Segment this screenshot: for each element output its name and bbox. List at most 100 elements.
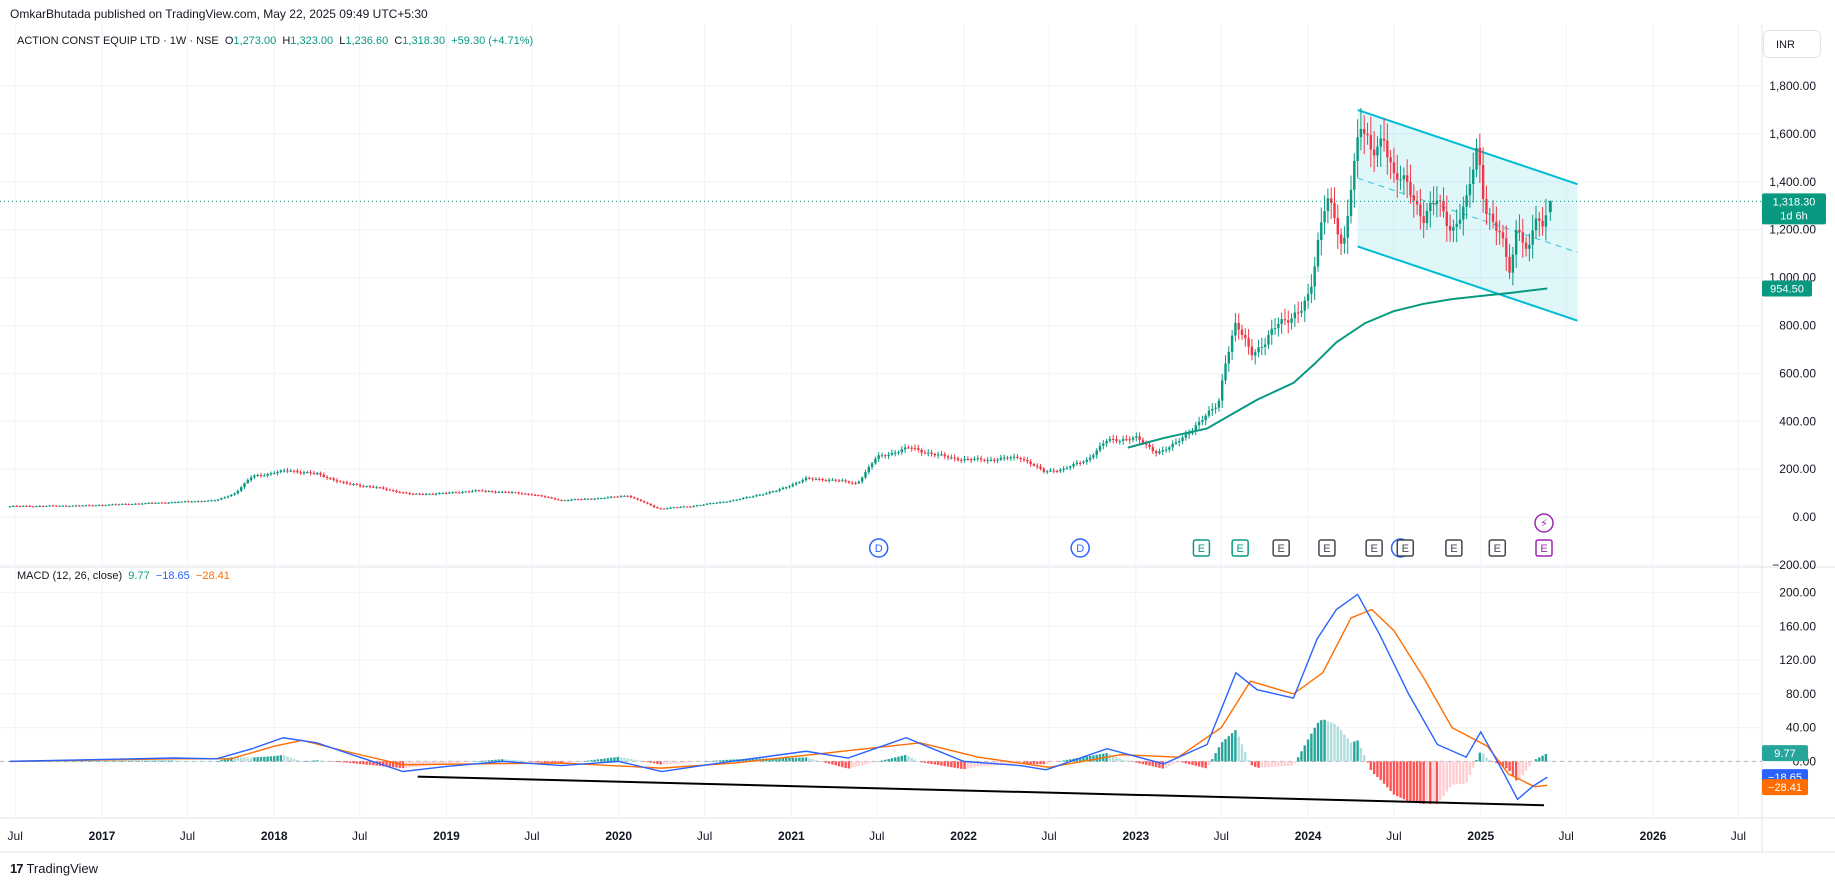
macd-histogram-bar [101,760,104,762]
candle-body [243,483,246,488]
candle-body [897,452,900,454]
candle-body [933,453,937,456]
earnings-icon [1365,539,1383,557]
macd-histogram-bar [1290,761,1293,766]
candle-body [22,505,25,507]
candle-body [467,491,471,493]
macd-histogram-bar [368,761,372,765]
macd-histogram-bar [662,761,666,765]
macd-histogram-bar [144,760,147,762]
macd-histogram-bar [1006,761,1009,765]
candle-body [1045,471,1049,473]
macd-histogram-bar [1465,761,1468,783]
candle-body [276,472,279,474]
macd-histogram-bar [1118,758,1122,762]
price-axis-label: 1,400.00 [1769,175,1816,189]
candle-body [484,491,487,493]
macd-histogram-bar [1211,759,1214,762]
candle-body [844,480,847,482]
candle-body [124,503,127,505]
time-axis-label: 2024 [1295,829,1322,843]
macd-histogram-bar [1277,761,1280,767]
macd-histogram-bar [1055,761,1059,762]
macd-histogram-bar [1386,761,1389,788]
macd-histogram-bar [467,761,471,762]
macd-histogram-bar [263,756,266,762]
candle-body [874,458,877,464]
macd-histogram-bar [751,758,755,762]
macd-legend[interactable]: MACD (12, 26, close) 9.77 −18.65 −28.41 [17,570,230,582]
macd-signal-badge [1762,779,1808,796]
candle-body [494,491,497,493]
candle-body [890,452,894,455]
candle-body [1472,169,1475,185]
macd-histogram-bar [1409,761,1412,802]
candle-body [1429,203,1432,212]
candle-body [1263,344,1267,347]
macd-histogram-bar [332,761,335,762]
candle-body [405,492,408,494]
macd-histogram-bar [223,759,226,762]
macd-histogram-bar [1287,761,1290,766]
macd-histogram-bar [296,759,299,762]
macd-histogram-bar [240,757,243,762]
candle-body [662,508,666,510]
macd-histogram-bar [193,760,197,762]
candle-body [1514,229,1518,255]
macd-histogram-bar [1316,722,1320,762]
candle-body [940,454,943,456]
candle-body [91,505,94,507]
currency-selector[interactable]: INR [1763,30,1821,58]
candle-body [609,496,613,498]
macd-histogram-bar [785,757,788,762]
macd-histogram-bar [8,761,12,762]
candle-body [167,502,170,504]
macd-histogram-bar [335,761,339,762]
macd-histogram-bar [1452,761,1455,785]
candle-body [461,491,464,493]
candle-body [1343,237,1346,244]
candle-body [444,492,448,494]
candle-body [342,481,345,483]
candle-body [1085,459,1088,462]
macd-histogram-bar [936,761,940,766]
candle-body [1115,439,1118,442]
candle-body [1016,456,1019,458]
macd-histogram-bar [1415,761,1419,803]
candle-body [748,496,752,498]
candle-body [900,449,904,453]
macd-histogram-bar [884,759,887,762]
macd-histogram-bar [279,755,283,762]
candle-body [97,505,101,507]
candle-body [573,499,577,501]
candle-body [1111,438,1115,440]
candle-body [755,495,758,497]
macd-histogram-bar [616,756,619,762]
macd-histogram-bar [1501,761,1505,767]
macd-histogram-bar [1045,761,1049,764]
macd-histogram-bar [365,761,368,765]
candle-body [781,487,785,490]
candle-body [725,501,728,503]
macd-histogram-bar [880,760,884,762]
candle-body [702,504,705,506]
macd-histogram-bar [157,760,160,762]
macd-histogram-bar [1270,761,1273,767]
candle-body [685,506,689,508]
candle-body [1042,468,1046,472]
tradingview-brand[interactable]: 17 TradingView [10,861,98,876]
macd-histogram-bar [1376,761,1379,777]
macd-histogram-bar [973,761,976,768]
candle-body [137,503,141,505]
symbol-legend[interactable]: ACTION CONST EQUIP LTD · 1W · NSE O1,273… [17,35,533,47]
candle-body [1224,363,1227,381]
candle-body [910,447,913,449]
candle-body [424,493,428,495]
earnings-icon [1272,539,1290,557]
candle-body [233,493,236,495]
macd-histogram-bar [844,761,847,769]
macd-histogram-bar [877,761,880,762]
candle-body [1082,461,1085,464]
candle-body [1257,347,1260,353]
